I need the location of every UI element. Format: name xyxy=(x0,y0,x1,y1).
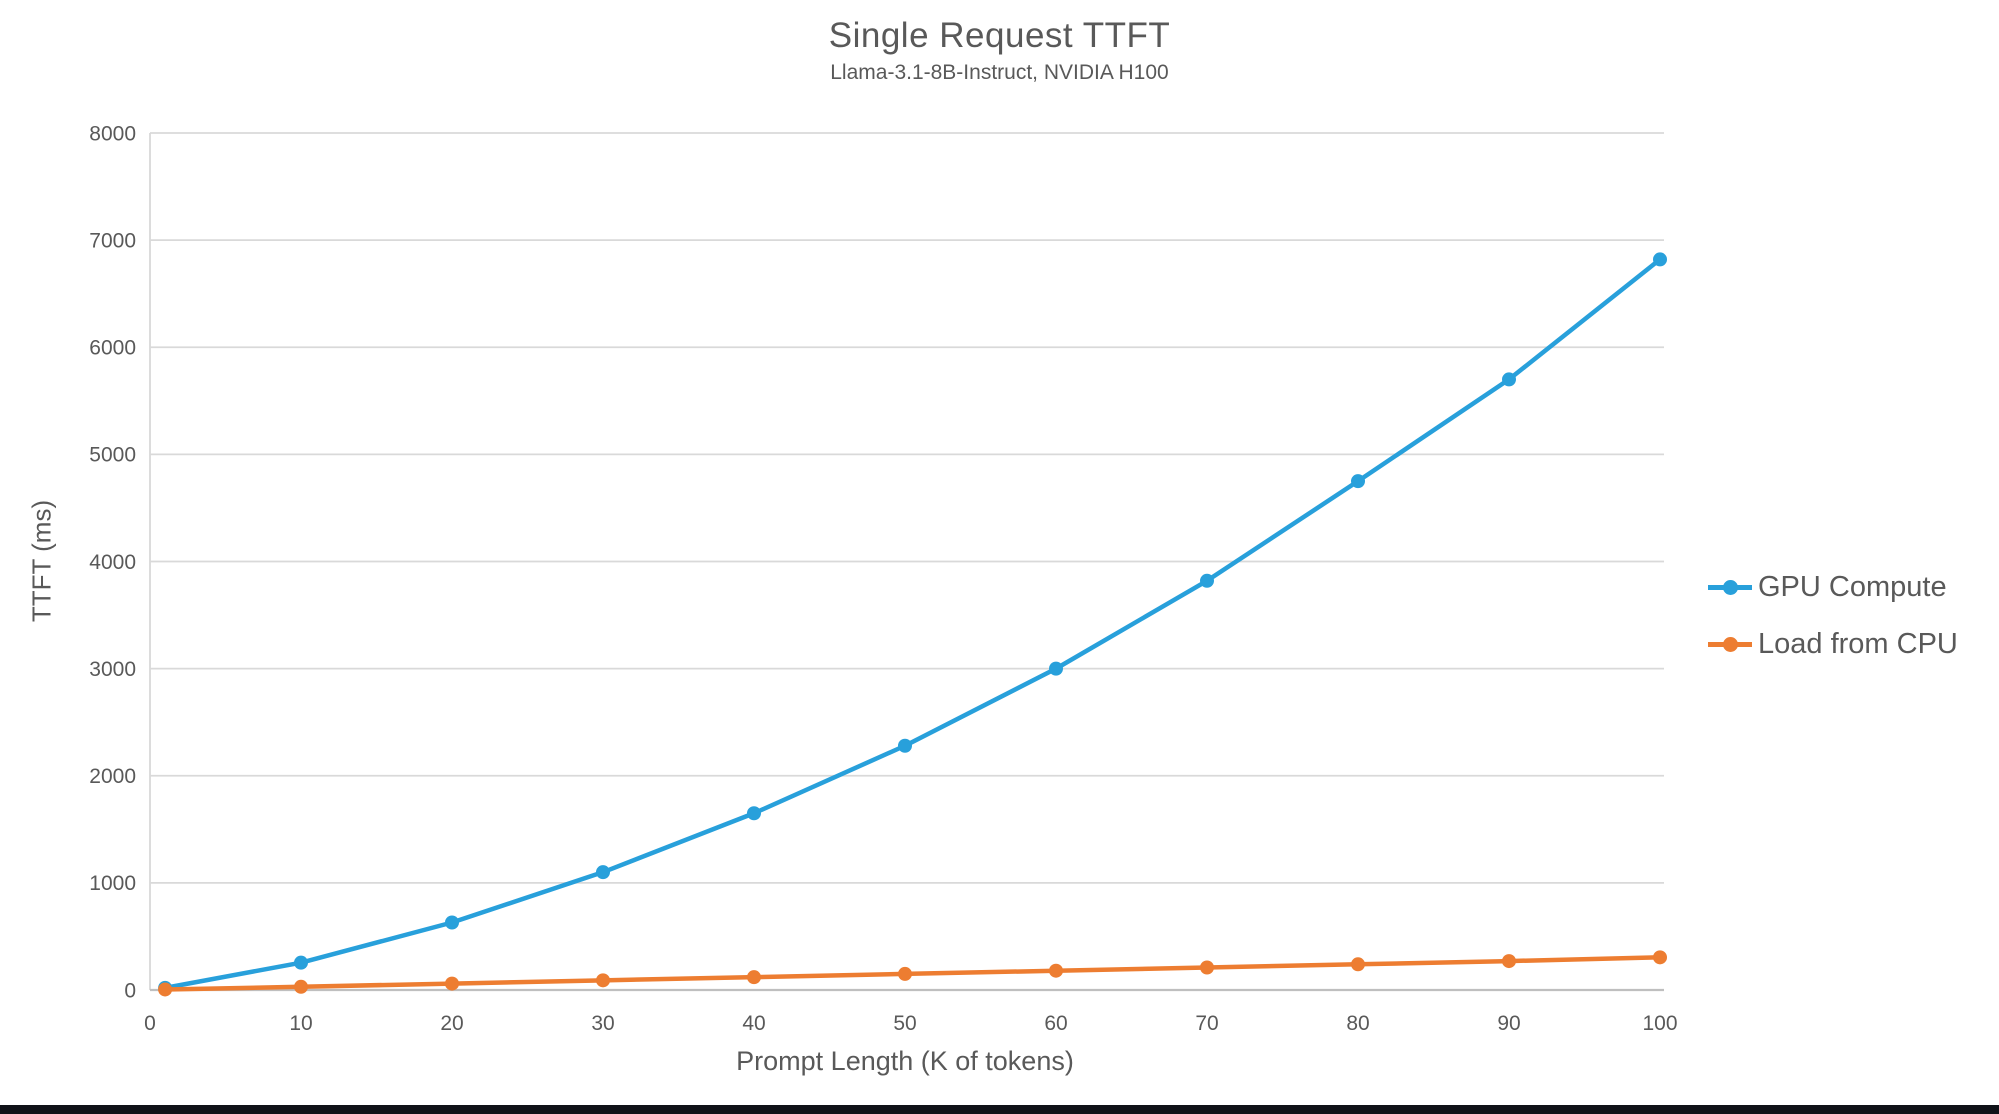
x-tick-label: 50 xyxy=(893,1012,916,1035)
data-point xyxy=(294,979,308,994)
legend-marker-line-dot-icon xyxy=(1708,580,1752,595)
y-tick-label: 2000 xyxy=(89,765,136,788)
series-line-0 xyxy=(162,257,1663,991)
x-tick-label: 40 xyxy=(742,1012,765,1035)
x-tick-label: 60 xyxy=(1044,1012,1067,1035)
legend-item-gpu-compute: GPU Compute xyxy=(1708,570,1958,605)
data-point xyxy=(596,865,610,880)
data-point xyxy=(1502,372,1516,387)
series-line-1 xyxy=(162,955,1663,992)
x-tick-label: 10 xyxy=(289,1012,312,1035)
data-point xyxy=(445,976,459,991)
data-point xyxy=(747,806,761,821)
data-point xyxy=(1653,252,1667,267)
window-bottom-edge xyxy=(0,1105,1999,1114)
legend-item-load-from-cpu: Load from CPU xyxy=(1708,627,1958,662)
data-point xyxy=(1502,954,1516,969)
data-point xyxy=(898,738,912,753)
legend-label: Load from CPU xyxy=(1758,628,1958,660)
data-point xyxy=(294,955,308,970)
y-tick-label: 1000 xyxy=(89,872,136,895)
y-tick-label: 3000 xyxy=(89,658,136,681)
x-axis-title: Prompt Length (K of tokens) xyxy=(736,1046,1074,1076)
x-tick-label: 80 xyxy=(1346,1012,1369,1035)
x-tick-label: 0 xyxy=(144,1012,156,1035)
data-point xyxy=(747,970,761,985)
data-point xyxy=(1049,661,1063,676)
data-point xyxy=(1351,957,1365,972)
data-point xyxy=(1200,573,1214,588)
x-tick-label: 20 xyxy=(440,1012,463,1035)
data-point xyxy=(1351,474,1365,489)
data-point xyxy=(1200,960,1214,975)
x-tick-label: 30 xyxy=(591,1012,614,1035)
y-axis-title: TTFT (ms) xyxy=(26,499,57,623)
data-point xyxy=(158,982,173,997)
legend-marker-line-dot-icon xyxy=(1708,637,1752,652)
data-point xyxy=(1049,963,1063,978)
x-tick-label: 70 xyxy=(1195,1012,1218,1035)
legend-label: GPU Compute xyxy=(1758,571,1947,603)
y-tick-label: 6000 xyxy=(89,337,136,360)
legend: GPU Compute Load from CPU xyxy=(1708,570,1958,662)
x-tick-label: 90 xyxy=(1497,1012,1520,1035)
data-point xyxy=(1653,950,1667,965)
y-tick-label: 4000 xyxy=(89,551,136,574)
y-tick-label: 7000 xyxy=(89,229,136,252)
y-tick-label: 5000 xyxy=(89,444,136,467)
y-tick-label: 0 xyxy=(124,979,136,1002)
data-point xyxy=(898,966,912,981)
data-point xyxy=(445,915,459,930)
y-tick-label: 8000 xyxy=(89,122,136,145)
x-tick-label: 100 xyxy=(1642,1012,1677,1035)
data-point xyxy=(596,973,610,988)
chart-title: Single Request TTFT xyxy=(828,16,1171,55)
chart-subtitle: Llama-3.1-8B-Instruct, NVIDIA H100 xyxy=(830,61,1169,84)
